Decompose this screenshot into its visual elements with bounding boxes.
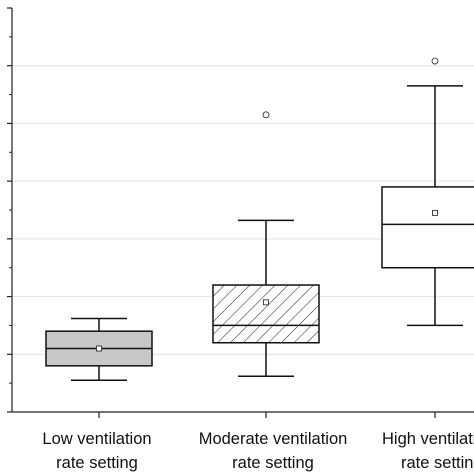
category-label-low-line2: rate setting [56, 454, 138, 472]
mean-marker [263, 299, 269, 306]
y-axis-ticks [7, 7, 12, 413]
box-fill [382, 186, 474, 268]
category-label-moderate-line2: rate setting [232, 454, 314, 472]
category-label-moderate-line1: Moderate ventilation [199, 430, 348, 448]
category-label-low-line1: Low ventilation [42, 430, 151, 448]
mean-marker [96, 345, 102, 352]
box-0 [45, 317, 153, 382]
category-label-high-line2: rate setting [401, 454, 474, 472]
box-1 [212, 111, 320, 377]
box-2 [381, 57, 474, 327]
box-hatch [213, 285, 319, 343]
box-outline [212, 284, 320, 344]
outlier-point-0 [431, 57, 439, 65]
box-outline [381, 186, 474, 269]
category-labels: Low ventilation rate setting Moderate ve… [42, 430, 474, 472]
x-axis-ticks [98, 412, 436, 418]
gridlines [12, 65, 474, 355]
outlier-point-0 [262, 111, 270, 119]
category-label-high-line1: High ventilation [382, 430, 474, 448]
boxes [45, 57, 474, 382]
mean-marker [432, 209, 438, 216]
